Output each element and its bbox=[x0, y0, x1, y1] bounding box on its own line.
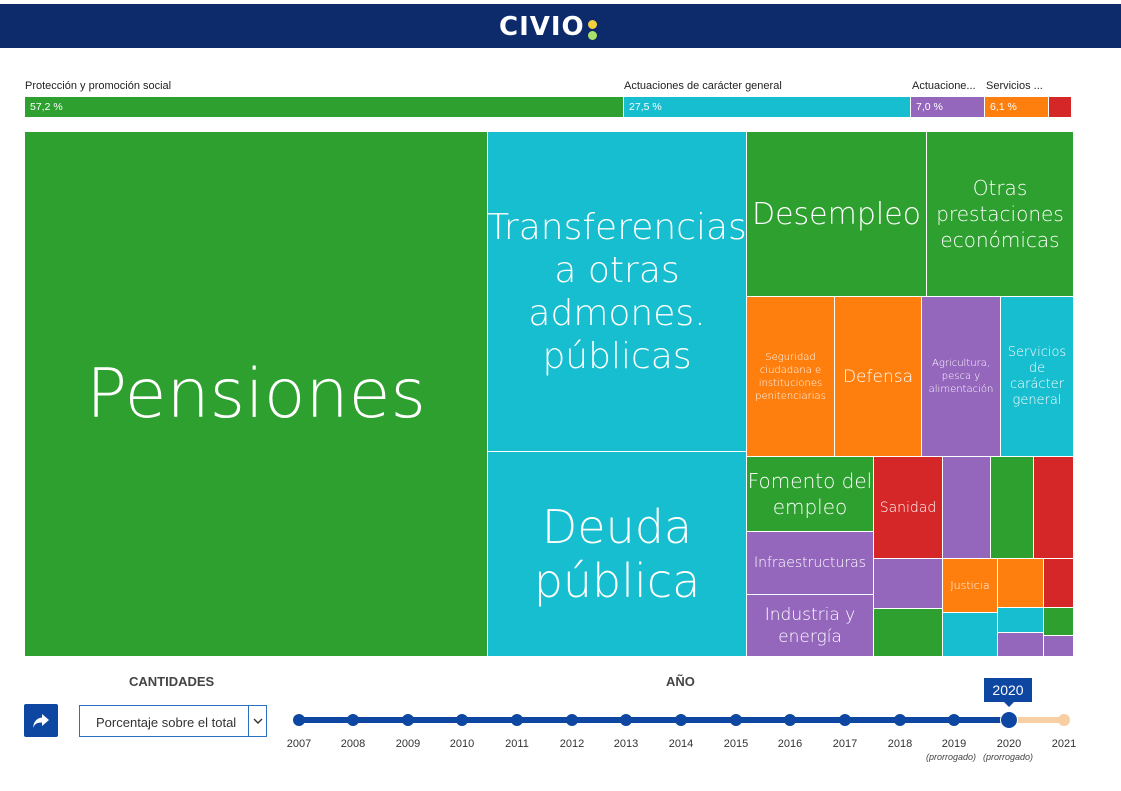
year-dot-2013[interactable] bbox=[620, 714, 632, 726]
share-arrow-icon bbox=[33, 713, 49, 728]
share-button[interactable] bbox=[24, 704, 58, 737]
treemap-label: Defensa bbox=[842, 366, 914, 387]
treemap-label: Industria y energía bbox=[764, 604, 856, 647]
year-dot-2014[interactable] bbox=[675, 714, 687, 726]
category-label-actuaciones-general: Actuaciones de carácter general bbox=[624, 80, 782, 92]
treemap-label: Deuda pública bbox=[533, 500, 701, 608]
treemap-cell-agricultura[interactable]: Agricultura, pesca y alimentación bbox=[921, 296, 1001, 457]
year-slider-handle[interactable] bbox=[1000, 711, 1018, 729]
treemap-label: Sanidad bbox=[879, 499, 937, 516]
year-label-2015[interactable]: 2015 bbox=[723, 738, 749, 750]
treemap-cell[interactable] bbox=[942, 612, 998, 657]
year-label-2017[interactable]: 2017 bbox=[832, 738, 858, 750]
treemap-cell[interactable] bbox=[942, 456, 991, 559]
treemap-cell-transferencias[interactable]: Transferencias a otras admones. públicas bbox=[487, 131, 747, 452]
category-pct: 27,5 % bbox=[629, 101, 662, 113]
treemap-cell-infraestructuras[interactable]: Infraestructuras bbox=[746, 531, 874, 595]
treemap-cell-desempleo[interactable]: Desempleo bbox=[746, 131, 927, 297]
year-dot-2018[interactable] bbox=[894, 714, 906, 726]
year-label-2009[interactable]: 2009 bbox=[395, 738, 421, 750]
quantity-select-value: Porcentaje sobre el total bbox=[96, 715, 237, 730]
treemap-cell[interactable] bbox=[873, 608, 943, 657]
treemap-cell[interactable] bbox=[990, 456, 1034, 559]
category-pct: 6,1 % bbox=[990, 101, 1017, 113]
treemap-label: Otras prestaciones económicas bbox=[936, 176, 1064, 252]
treemap-cell[interactable] bbox=[1043, 635, 1074, 657]
category-label-proteccion: Protección y promoción social bbox=[25, 80, 172, 92]
logo-dots-icon bbox=[588, 20, 598, 44]
treemap-label: Justicia bbox=[950, 579, 990, 592]
tooltip-arrow bbox=[1003, 701, 1015, 707]
category-bar-actuaciones[interactable]: 7,0 % bbox=[911, 97, 984, 117]
treemap-cell-seguridad[interactable]: Seguridad ciudadana e instituciones peni… bbox=[746, 296, 835, 457]
category-pct: 7,0 % bbox=[916, 101, 943, 113]
year-label-2014[interactable]: 2014 bbox=[668, 738, 694, 750]
year-label-2020[interactable]: 2020 bbox=[996, 738, 1022, 750]
category-bar-proteccion[interactable]: 57,2 % bbox=[25, 97, 623, 117]
year-label-2010[interactable]: 2010 bbox=[449, 738, 475, 750]
year-dot-2011[interactable] bbox=[511, 714, 523, 726]
treemap-cell-defensa[interactable]: Defensa bbox=[834, 296, 922, 457]
year-dot-2019[interactable] bbox=[948, 714, 960, 726]
treemap-cell[interactable] bbox=[1043, 607, 1074, 636]
year-label-2018[interactable]: 2018 bbox=[887, 738, 913, 750]
year-dot-2007[interactable] bbox=[293, 714, 305, 726]
treemap-cell[interactable] bbox=[873, 558, 943, 609]
year-dot-2008[interactable] bbox=[347, 714, 359, 726]
treemap-cell-fomento[interactable]: Fomento del empleo bbox=[746, 456, 874, 532]
prorrogado-note-2020: (prorrogado) bbox=[983, 752, 1034, 762]
year-dot-2021[interactable] bbox=[1058, 714, 1070, 726]
year-dot-2016[interactable] bbox=[784, 714, 796, 726]
category-label-actuaciones: Actuacione... bbox=[912, 80, 976, 92]
year-dot-2017[interactable] bbox=[839, 714, 851, 726]
year-label-2013[interactable]: 2013 bbox=[613, 738, 639, 750]
treemap-label: Pensiones bbox=[86, 354, 426, 434]
treemap-cell[interactable] bbox=[1033, 456, 1074, 559]
category-bar-actuaciones-general[interactable]: 27,5 % bbox=[624, 97, 910, 117]
year-slider-future-track bbox=[1010, 717, 1064, 723]
treemap-label: Fomento del empleo bbox=[747, 469, 873, 519]
header-bar: CIVIO bbox=[0, 4, 1121, 48]
category-pct: 57,2 % bbox=[30, 101, 63, 113]
anio-heading: AÑO bbox=[666, 674, 695, 689]
category-label-servicios: Servicios ... bbox=[986, 80, 1043, 92]
treemap-cell-sanidad[interactable]: Sanidad bbox=[873, 456, 943, 559]
treemap-cell-servicios-generales[interactable]: Servicios de carácter general bbox=[1000, 296, 1074, 457]
year-label-2008[interactable]: 2008 bbox=[340, 738, 366, 750]
year-dot-2012[interactable] bbox=[566, 714, 578, 726]
year-label-2012[interactable]: 2012 bbox=[559, 738, 585, 750]
year-slider-track[interactable] bbox=[298, 717, 1010, 723]
year-label-2011[interactable]: 2011 bbox=[505, 738, 529, 750]
treemap-label: Transferencias a otras admones. públicas bbox=[487, 206, 747, 377]
treemap-label: Infraestructuras bbox=[754, 555, 866, 571]
category-bar-servicios[interactable]: 6,1 % bbox=[985, 97, 1048, 117]
treemap-cell[interactable] bbox=[997, 607, 1044, 633]
year-label-2021[interactable]: 2021 bbox=[1051, 738, 1077, 750]
treemap-cell-justicia[interactable]: Justicia bbox=[942, 558, 998, 613]
treemap-cell[interactable] bbox=[997, 558, 1044, 608]
cantidades-heading: CANTIDADES bbox=[129, 674, 215, 689]
treemap-label: Desempleo bbox=[751, 196, 922, 232]
treemap-cell-industria[interactable]: Industria y energía bbox=[746, 594, 874, 657]
year-label-2007[interactable]: 2007 bbox=[286, 738, 312, 750]
selected-year-tooltip: 2020 bbox=[984, 678, 1032, 702]
year-label-2019[interactable]: 2019 bbox=[941, 738, 967, 750]
civio-logo[interactable]: CIVIO bbox=[499, 12, 585, 42]
treemap-cell[interactable] bbox=[1043, 558, 1074, 608]
year-dot-2010[interactable] bbox=[456, 714, 468, 726]
quantity-select[interactable]: Porcentaje sobre el total bbox=[79, 705, 267, 737]
year-dot-2015[interactable] bbox=[730, 714, 742, 726]
treemap-cell-deuda[interactable]: Deuda pública bbox=[487, 451, 747, 657]
category-bar-other[interactable] bbox=[1049, 97, 1071, 117]
prorrogado-note-2019: (prorrogado) bbox=[926, 752, 977, 762]
treemap-cell-otras-prestaciones[interactable]: Otras prestaciones económicas bbox=[926, 131, 1074, 297]
year-dot-2009[interactable] bbox=[402, 714, 414, 726]
year-label-2016[interactable]: 2016 bbox=[777, 738, 803, 750]
treemap-cell-pensiones[interactable]: Pensiones bbox=[24, 131, 488, 657]
treemap-label: Servicios de carácter general bbox=[1007, 344, 1067, 408]
treemap-label: Agricultura, pesca y alimentación bbox=[928, 358, 994, 395]
chevron-down-icon[interactable] bbox=[248, 706, 266, 736]
treemap-cell[interactable] bbox=[997, 632, 1044, 657]
treemap-label: Seguridad ciudadana e instituciones peni… bbox=[755, 351, 826, 402]
